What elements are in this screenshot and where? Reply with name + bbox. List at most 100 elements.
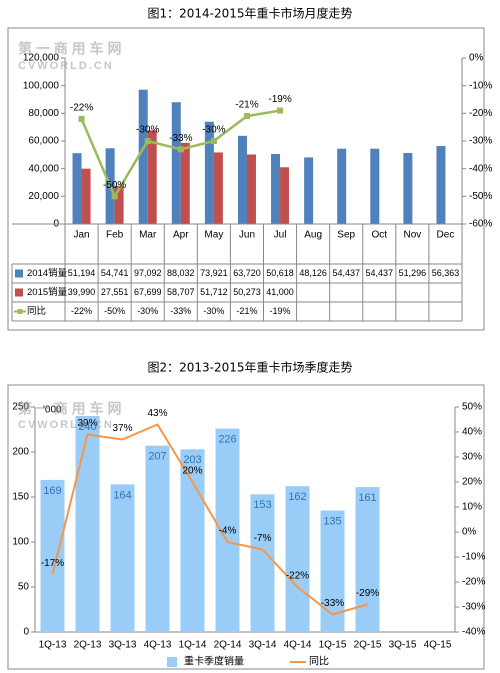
table-value: 88,032 xyxy=(167,268,195,278)
y-tick-label: 250 xyxy=(12,402,29,413)
chart-frame xyxy=(7,27,485,331)
bar xyxy=(337,148,347,224)
y2-tick-label: 40% xyxy=(462,427,482,438)
table-value: 67,699 xyxy=(134,287,162,297)
x-tick-label: 3Q-13 xyxy=(109,640,137,651)
table-value: 54,437 xyxy=(332,268,360,278)
chart-title: 图2：2013-2015年重卡市场季度走势 xyxy=(147,360,352,375)
table-value: 39,990 xyxy=(68,287,96,297)
legend-label: 2015销量 xyxy=(27,286,68,298)
bar xyxy=(147,130,157,224)
legend-label: 重卡季度销量 xyxy=(184,655,244,668)
x-tick-label: 2Q-14 xyxy=(214,640,242,651)
y-tick-label: 40,000 xyxy=(28,163,59,174)
legend-label: 2014销量 xyxy=(27,267,68,279)
bar-label: 161 xyxy=(358,492,376,504)
y2-tick-label: 10% xyxy=(462,502,482,513)
table-value: 48,126 xyxy=(299,268,327,278)
y2-tick-label: 30% xyxy=(462,452,482,463)
table-value: -21% xyxy=(236,306,257,316)
bar xyxy=(114,185,124,224)
bar xyxy=(110,484,135,632)
x-tick-label: 4Q-13 xyxy=(144,640,172,651)
x-tick-label: May xyxy=(204,230,223,241)
bar-label: 203 xyxy=(183,454,201,466)
table-value: 97,092 xyxy=(134,268,162,278)
table-value: 51,296 xyxy=(399,268,427,278)
x-tick-label: Nov xyxy=(403,230,421,241)
line-label: 37% xyxy=(112,423,132,434)
bar xyxy=(280,167,290,224)
y2-tick-label: -20% xyxy=(462,577,485,588)
bar xyxy=(436,146,446,224)
table-value: 73,921 xyxy=(200,268,228,278)
line-marker xyxy=(78,115,85,122)
y-tick-label: 60,000 xyxy=(28,136,59,147)
line-label: -33% xyxy=(169,133,192,144)
bar xyxy=(271,153,281,224)
x-tick-label: Aug xyxy=(304,230,322,241)
table-value: -50% xyxy=(104,306,125,316)
line xyxy=(51,423,368,616)
y2-tick-label: 0% xyxy=(462,527,477,538)
bar-label: 207 xyxy=(148,451,166,463)
line-label: -30% xyxy=(202,125,225,136)
line-label: -7% xyxy=(254,533,272,544)
x-tick-label: Jan xyxy=(73,230,89,241)
bar-label: 164 xyxy=(113,489,131,501)
table-value: 56,363 xyxy=(432,268,460,278)
line-label: -50% xyxy=(103,180,126,191)
x-tick-label: Mar xyxy=(139,230,157,241)
line-marker xyxy=(177,146,184,153)
bar xyxy=(237,135,247,224)
line-marker xyxy=(243,113,250,120)
y2-tick-label: -10% xyxy=(462,552,485,563)
x-tick-label: Feb xyxy=(106,230,124,241)
bar xyxy=(180,449,205,632)
line-label: 39% xyxy=(77,418,97,429)
table-value: 63,720 xyxy=(233,268,261,278)
legend-label: 同比 xyxy=(27,305,46,317)
x-tick-label: 1Q-15 xyxy=(319,640,347,651)
line-label: -19% xyxy=(268,94,291,105)
x-tick-label: Sep xyxy=(337,230,355,241)
table-value: 58,707 xyxy=(167,287,195,297)
x-tick-label: Dec xyxy=(437,230,455,241)
legend-swatch xyxy=(17,309,23,314)
line-label: -21% xyxy=(235,100,258,111)
y2-tick-label: -60% xyxy=(469,219,492,230)
chart-frame xyxy=(7,384,485,670)
bar xyxy=(304,157,314,224)
y-tick-label: 80,000 xyxy=(28,108,59,119)
table-value: -30% xyxy=(203,306,224,316)
bar xyxy=(81,168,91,224)
x-tick-label: 1Q-13 xyxy=(39,640,67,651)
legend-swatch xyxy=(15,269,23,278)
table-value: -33% xyxy=(170,306,191,316)
x-tick-label: Jun xyxy=(239,230,255,241)
bar xyxy=(40,479,65,632)
bar-label: 169 xyxy=(43,485,61,497)
table-value: 27,551 xyxy=(101,287,129,297)
x-tick-label: 3Q-14 xyxy=(249,640,277,651)
table-value: 51,712 xyxy=(200,287,228,297)
table-value: -30% xyxy=(137,306,158,316)
y2-tick-label: -10% xyxy=(469,80,492,91)
line-label: 43% xyxy=(147,408,167,419)
y2-tick-label: -30% xyxy=(462,602,485,613)
bar xyxy=(204,121,214,224)
y-tick-label: 100 xyxy=(12,537,29,548)
y2-tick-label: 20% xyxy=(462,477,482,488)
bar xyxy=(213,152,223,224)
bar xyxy=(246,154,256,224)
line-marker xyxy=(210,138,217,144)
bar xyxy=(75,416,100,632)
bar xyxy=(145,445,170,632)
y2-tick-label: -30% xyxy=(469,136,492,147)
y2-tick-label: -50% xyxy=(469,191,492,202)
bar-label: 226 xyxy=(218,434,236,446)
line-label: 20% xyxy=(182,466,202,477)
y2-tick-label: 50% xyxy=(462,402,482,413)
table-value: 41,000 xyxy=(266,287,294,297)
